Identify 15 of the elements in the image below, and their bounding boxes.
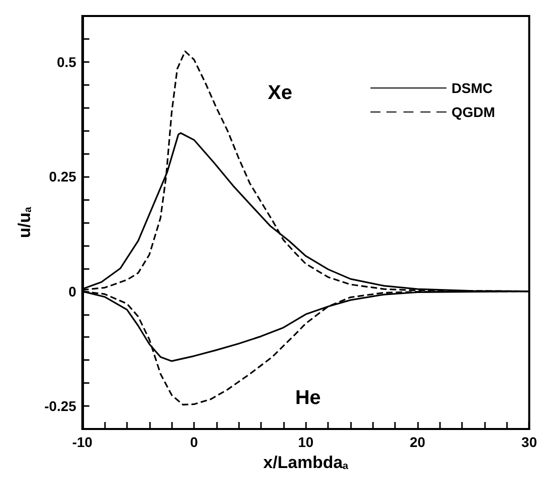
x-axis-title: x/Lambdaa <box>263 452 349 472</box>
legend-label: QGDM <box>451 104 496 120</box>
y-axis-title: u/ua <box>15 206 34 238</box>
y-tick-label: 0 <box>68 283 77 300</box>
annotation: Xe <box>268 82 292 104</box>
y-tick-label: 0.5 <box>56 54 77 70</box>
y-tick-label: 0.25 <box>49 168 77 185</box>
x-tick-label: 10 <box>298 434 314 450</box>
legend-label: DSMC <box>451 80 493 96</box>
x-tick-label: 30 <box>521 434 538 450</box>
x-tick-label: 20 <box>410 434 426 450</box>
x-tick-label: 0 <box>190 434 198 450</box>
x-tick-label: -10 <box>72 434 93 450</box>
annotation: He <box>295 387 321 409</box>
y-tick-label: -0.25 <box>44 398 77 414</box>
